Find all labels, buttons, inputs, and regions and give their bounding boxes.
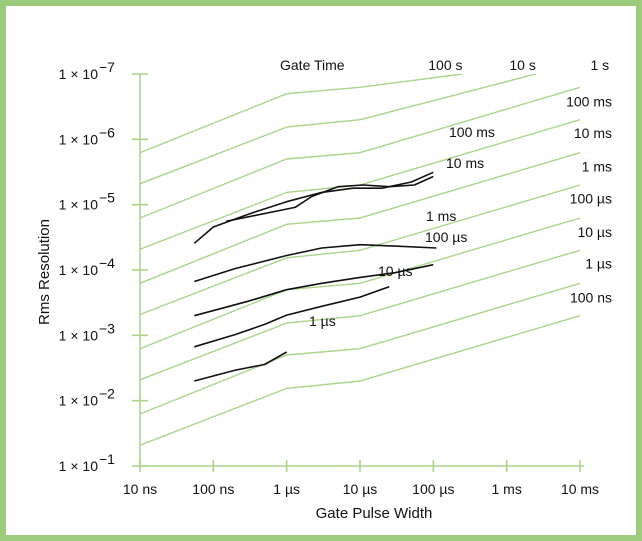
gate-time-label-10-s: 10 s: [509, 57, 535, 73]
measured-line-100-ms: [226, 175, 434, 223]
y-tick-label: 1 × 10: [59, 458, 99, 474]
measured-line-10-us: [194, 285, 390, 348]
measured-line-10-ms: [193, 171, 434, 244]
measured-line-1-ms: [194, 243, 437, 283]
theoretical-lines: [140, 74, 581, 446]
y-tick-label: 1 × 10: [59, 197, 99, 213]
measured-label-100-ms: 100 ms: [449, 124, 495, 140]
x-axis-title: Gate Pulse Width: [316, 505, 433, 522]
gate-time-label-100-us: 100 µs: [570, 190, 612, 206]
theoretical-line-10-us: [140, 249, 581, 381]
y-tick-label: 1 × 10: [59, 66, 99, 82]
measured-label-1-ms: 1 ms: [426, 208, 456, 224]
y-tick-label: 1 × 10: [59, 327, 99, 343]
y-tick-exponent: −2: [99, 386, 115, 402]
x-tick-label: 100 ns: [192, 481, 234, 497]
gate-time-label-10-ms: 10 ms: [574, 125, 612, 141]
y-tick-label: 1 × 10: [59, 393, 99, 409]
x-tick-label: 1 ms: [491, 481, 521, 497]
measured-label-1-us: 1 µs: [309, 313, 336, 329]
curve-labels: 100 s 10 s 1 s 100 ms 10 ms 1 ms 100 µs 10 µs 1 …: [309, 57, 612, 329]
measured-line-1-us: [194, 351, 288, 382]
x-tick-label: 10 ns: [123, 481, 157, 497]
theoretical-line-100-ns: [140, 315, 581, 446]
y-tick-exponent: −1: [99, 451, 115, 467]
theoretical-line-10-ms: [140, 152, 581, 284]
x-tick-label: 1 µs: [273, 481, 300, 497]
y-tick-exponent: −4: [99, 255, 115, 271]
gate-time-label-100-ns: 100 ns: [570, 289, 612, 305]
gate-time-label-1-us: 1 µs: [585, 256, 612, 272]
axes: [139, 74, 584, 467]
gate-time-label-1-ms: 1 ms: [582, 159, 612, 175]
y-tick-label: 1 × 10: [59, 262, 99, 278]
measured-lines: [193, 171, 437, 382]
x-tick-label: 100 µs: [412, 481, 454, 497]
gate-time-label-1-s: 1 s: [590, 57, 609, 73]
measured-label-100-us: 100 µs: [425, 229, 467, 245]
gate-time-label-100-s: 100 s: [428, 57, 462, 73]
x-tick-label: 10 µs: [343, 481, 378, 497]
x-tick-label: 10 ms: [561, 481, 599, 497]
y-tick-exponent: −6: [99, 124, 115, 140]
gate-time-label-100-ms: 100 ms: [566, 93, 612, 109]
y-tick-exponent: −7: [99, 59, 115, 75]
y-tick-label: 1 × 10: [59, 131, 99, 147]
theoretical-line-1-s: [140, 86, 581, 219]
gate-time-label-10-us: 10 µs: [577, 224, 612, 240]
ticks: 10 ns 100 ns 1 µs 10 µs 100 µs 1 ms 10 ms 1 × 1…: [59, 59, 599, 497]
measured-label-10-ms: 10 ms: [446, 155, 484, 171]
theoretical-line-1-ms: [140, 184, 581, 316]
theoretical-line-10-s: [140, 74, 536, 185]
y-tick-exponent: −3: [99, 320, 115, 336]
legend-title: Gate Time: [280, 57, 345, 73]
measured-label-10-us: 10 µs: [378, 263, 413, 279]
theoretical-line-100-s: [140, 74, 463, 154]
theoretical-line-100-us: [140, 217, 581, 350]
y-tick-exponent: −5: [99, 190, 115, 206]
measured-line-100-us: [194, 263, 434, 317]
y-axis-title: Rms Resolution: [36, 219, 53, 325]
theoretical-line-100-ms: [140, 119, 581, 250]
theoretical-line-1-us: [140, 282, 581, 415]
